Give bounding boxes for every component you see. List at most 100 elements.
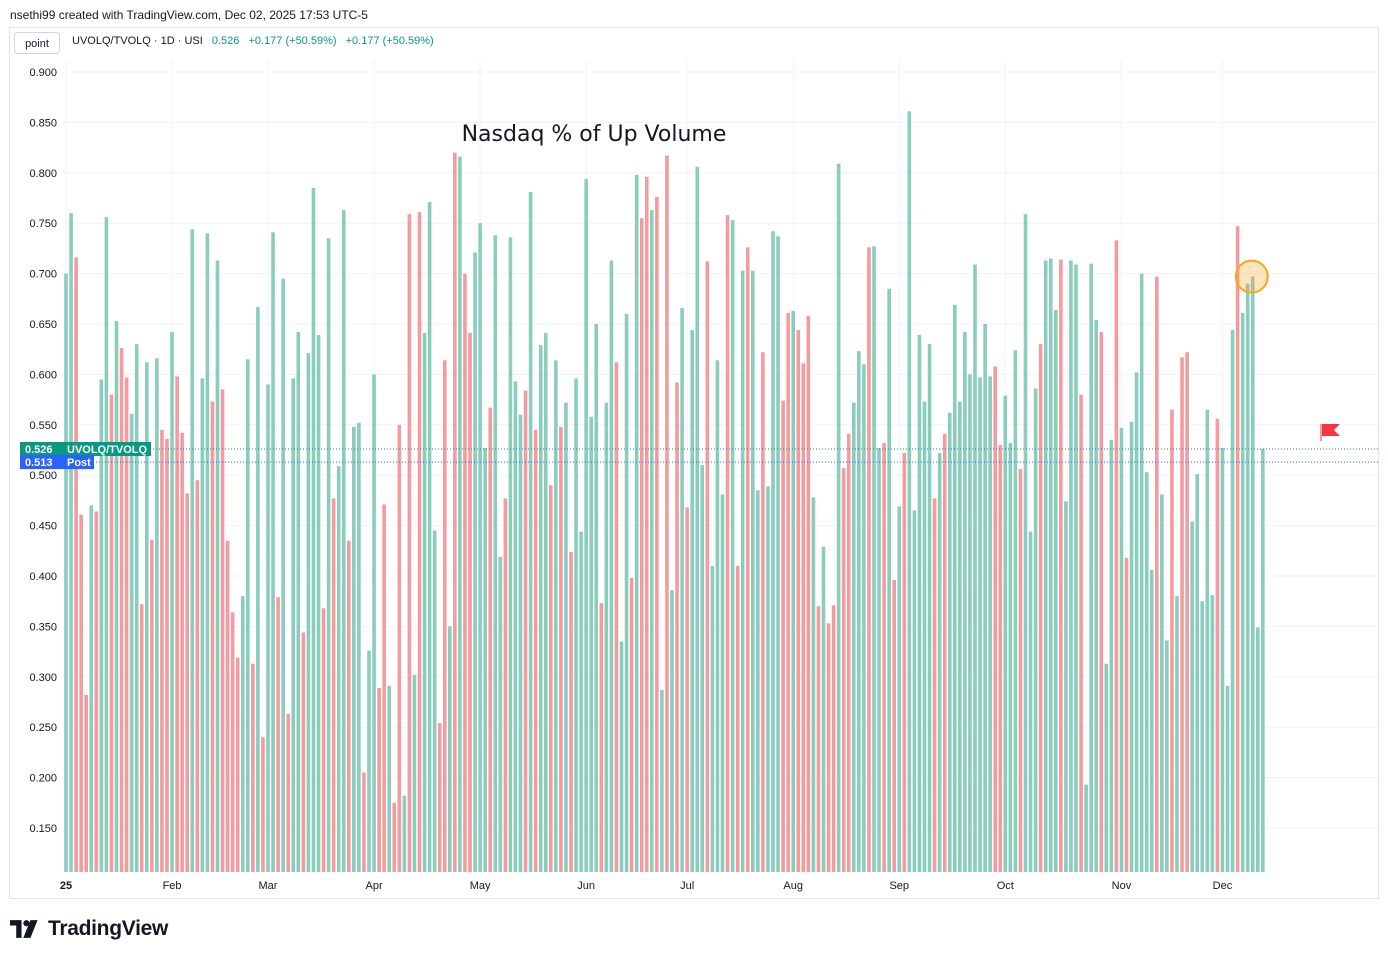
bar-58 bbox=[357, 422, 361, 872]
bar-185 bbox=[998, 444, 1003, 872]
tradingview-logo[interactable]: TradingView bbox=[10, 917, 168, 941]
x-tick-label: Nov bbox=[1112, 880, 1132, 892]
bar-22 bbox=[175, 376, 179, 872]
chart-frame bbox=[9, 27, 1379, 899]
bar-16 bbox=[145, 362, 149, 872]
bar-series bbox=[64, 111, 1265, 873]
bar-182 bbox=[983, 324, 987, 872]
bar-105 bbox=[594, 324, 599, 872]
bar-135 bbox=[745, 247, 750, 872]
bar-49 bbox=[311, 187, 316, 873]
bar-54 bbox=[336, 466, 341, 872]
bar-161 bbox=[877, 447, 881, 872]
y-tick-label: 0.450 bbox=[29, 521, 57, 533]
bar-28 bbox=[205, 233, 210, 872]
bar-169 bbox=[917, 335, 922, 873]
bar-170 bbox=[922, 401, 927, 872]
bar-231 bbox=[1230, 330, 1235, 872]
bar-51 bbox=[321, 608, 326, 872]
bar-190 bbox=[1023, 214, 1028, 872]
bar-4 bbox=[84, 694, 88, 872]
bar-210 bbox=[1124, 557, 1129, 872]
bar-171 bbox=[927, 344, 932, 872]
bar-115 bbox=[644, 176, 649, 872]
highlight-circle-marker[interactable] bbox=[1234, 259, 1269, 294]
bar-133 bbox=[735, 565, 740, 872]
bar-198 bbox=[1064, 501, 1068, 872]
bar-60 bbox=[367, 650, 371, 872]
bar-179 bbox=[968, 374, 972, 872]
bar-69 bbox=[412, 674, 417, 872]
bar-224 bbox=[1195, 474, 1199, 872]
bar-139 bbox=[766, 486, 770, 872]
bar-188 bbox=[1013, 350, 1018, 873]
bar-196 bbox=[1054, 309, 1058, 872]
bar-165 bbox=[897, 506, 902, 872]
tradingview-logo-icon bbox=[10, 920, 38, 938]
last-value-badge-text: 0.526 bbox=[25, 444, 53, 456]
bar-183 bbox=[988, 376, 992, 872]
bar-30 bbox=[215, 260, 220, 872]
bar-124 bbox=[690, 330, 694, 872]
bar-181 bbox=[978, 377, 982, 872]
bar-145 bbox=[796, 330, 801, 872]
point-button[interactable]: point bbox=[14, 32, 60, 54]
bar-202 bbox=[1084, 784, 1088, 872]
x-tick-label: Oct bbox=[997, 880, 1014, 892]
x-tick-label: Jul bbox=[680, 880, 694, 892]
bar-68 bbox=[407, 214, 412, 872]
post-value-badge-text: 0.513 bbox=[25, 457, 53, 469]
flag-icon[interactable] bbox=[1322, 424, 1340, 436]
bar-126 bbox=[700, 465, 705, 872]
x-tick-label: May bbox=[470, 880, 491, 892]
symbol-line[interactable]: UVOLQ/TVOLQ · 1D · USI bbox=[72, 35, 203, 47]
bar-189 bbox=[1018, 469, 1023, 872]
bar-140 bbox=[771, 231, 775, 872]
x-tick-label: Feb bbox=[163, 880, 182, 892]
bar-159 bbox=[867, 247, 871, 872]
bar-150 bbox=[821, 546, 826, 872]
bar-75 bbox=[442, 360, 447, 872]
bar-0 bbox=[64, 273, 68, 873]
bar-10 bbox=[114, 320, 119, 873]
y-tick-label: 0.600 bbox=[29, 369, 57, 381]
bar-33 bbox=[230, 612, 235, 872]
y-tick-label: 0.800 bbox=[29, 168, 57, 180]
bar-39 bbox=[261, 737, 265, 872]
bar-63 bbox=[382, 504, 386, 872]
bar-3 bbox=[79, 514, 83, 872]
bar-200 bbox=[1074, 264, 1078, 872]
bar-32 bbox=[225, 540, 230, 872]
bar-164 bbox=[892, 580, 896, 872]
bar-155 bbox=[846, 433, 851, 872]
bar-127 bbox=[705, 261, 710, 872]
bar-38 bbox=[256, 306, 260, 872]
bar-121 bbox=[675, 382, 679, 872]
bar-35 bbox=[240, 596, 245, 872]
bar-149 bbox=[816, 606, 821, 872]
bar-211 bbox=[1129, 421, 1134, 872]
bar-44 bbox=[286, 714, 290, 872]
symbol-legend: UVOLQ/TVOLQ · 1D · USI 0.526 +0.177 (+50… bbox=[72, 35, 434, 47]
bar-47 bbox=[301, 632, 306, 872]
post-label-badge-text: Post bbox=[67, 457, 91, 469]
bar-5 bbox=[89, 505, 94, 872]
bar-110 bbox=[619, 641, 624, 872]
bar-123 bbox=[685, 507, 689, 872]
bar-184 bbox=[993, 366, 997, 872]
bar-107 bbox=[604, 402, 609, 872]
bar-176 bbox=[953, 304, 957, 873]
bar-233 bbox=[1240, 312, 1245, 872]
bar-111 bbox=[624, 313, 629, 872]
bar-160 bbox=[872, 246, 876, 872]
bar-204 bbox=[1094, 319, 1098, 873]
bar-234 bbox=[1245, 283, 1250, 872]
bar-216 bbox=[1155, 276, 1159, 872]
bar-213 bbox=[1139, 273, 1144, 873]
bar-206 bbox=[1104, 663, 1109, 872]
bar-15 bbox=[139, 604, 144, 872]
overlay: Nasdaq % of Up Volume 0.526 UVOLQ/TVOLQ 0.5… bbox=[20, 122, 1378, 470]
bar-20 bbox=[165, 438, 169, 872]
bar-214 bbox=[1144, 472, 1149, 872]
